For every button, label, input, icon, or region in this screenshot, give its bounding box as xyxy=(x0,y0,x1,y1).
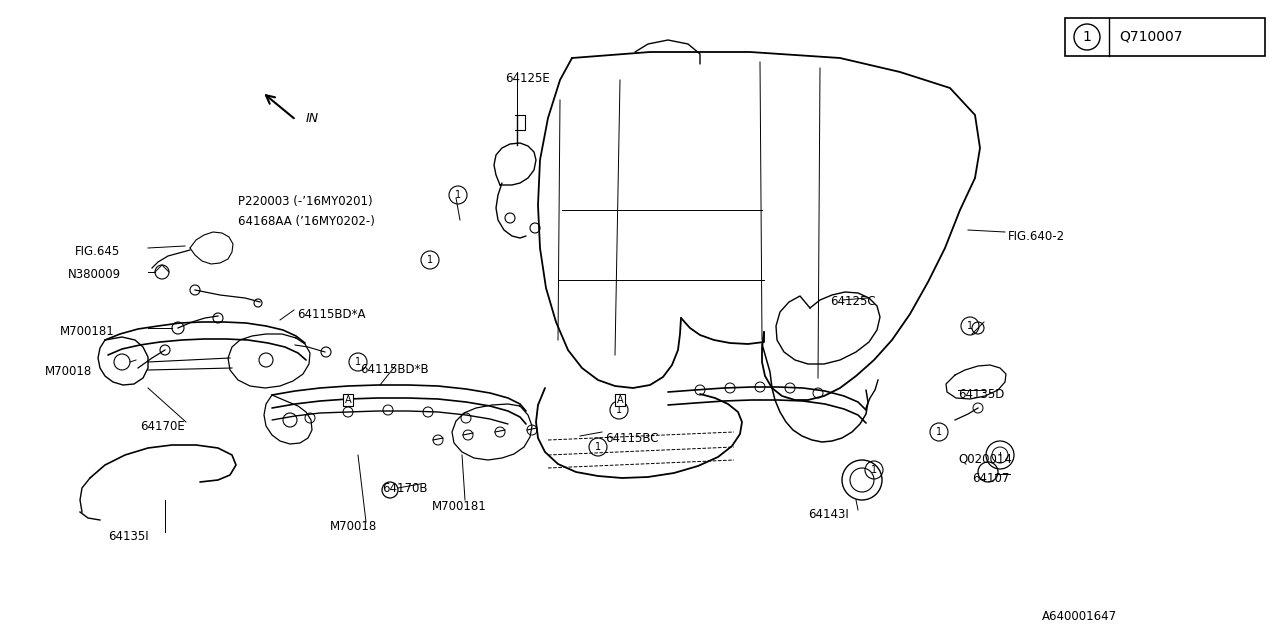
Text: 64115BC: 64115BC xyxy=(605,432,658,445)
Text: 1: 1 xyxy=(595,442,602,452)
Text: FIG.645: FIG.645 xyxy=(76,245,120,258)
Text: 1: 1 xyxy=(936,427,942,437)
Text: N380009: N380009 xyxy=(68,268,122,281)
Text: 64115BD*B: 64115BD*B xyxy=(360,363,429,376)
Text: 64170B: 64170B xyxy=(381,482,428,495)
Text: 1: 1 xyxy=(1083,30,1092,44)
Text: 1: 1 xyxy=(966,321,973,331)
Text: 64125C: 64125C xyxy=(829,295,876,308)
Text: 1: 1 xyxy=(355,357,361,367)
Text: 64115BD*A: 64115BD*A xyxy=(297,308,366,321)
Text: 1: 1 xyxy=(870,465,877,475)
Text: 64135I: 64135I xyxy=(108,530,148,543)
Text: Q020014: Q020014 xyxy=(957,452,1012,465)
Text: M700181: M700181 xyxy=(60,325,115,338)
Text: 64170E: 64170E xyxy=(140,420,184,433)
Text: 64168AA (’16MY0202-): 64168AA (’16MY0202-) xyxy=(238,215,375,228)
Bar xyxy=(1065,18,1265,56)
Text: M700181: M700181 xyxy=(433,500,486,513)
Text: A: A xyxy=(344,395,351,405)
Text: M70018: M70018 xyxy=(45,365,92,378)
Text: 1: 1 xyxy=(428,255,433,265)
Text: A640001647: A640001647 xyxy=(1042,610,1117,623)
Text: A: A xyxy=(617,395,623,405)
Text: 64135D: 64135D xyxy=(957,388,1005,401)
Text: 1: 1 xyxy=(616,405,622,415)
Text: IN: IN xyxy=(306,111,319,125)
Text: M70018: M70018 xyxy=(330,520,378,533)
Text: 64143I: 64143I xyxy=(808,508,849,521)
Text: 1: 1 xyxy=(454,190,461,200)
Text: FIG.640-2: FIG.640-2 xyxy=(1009,230,1065,243)
Text: P220003 (-’16MY0201): P220003 (-’16MY0201) xyxy=(238,195,372,208)
Text: Q710007: Q710007 xyxy=(1119,30,1183,44)
Text: 64125E: 64125E xyxy=(506,72,549,85)
Text: 64107: 64107 xyxy=(972,472,1010,485)
